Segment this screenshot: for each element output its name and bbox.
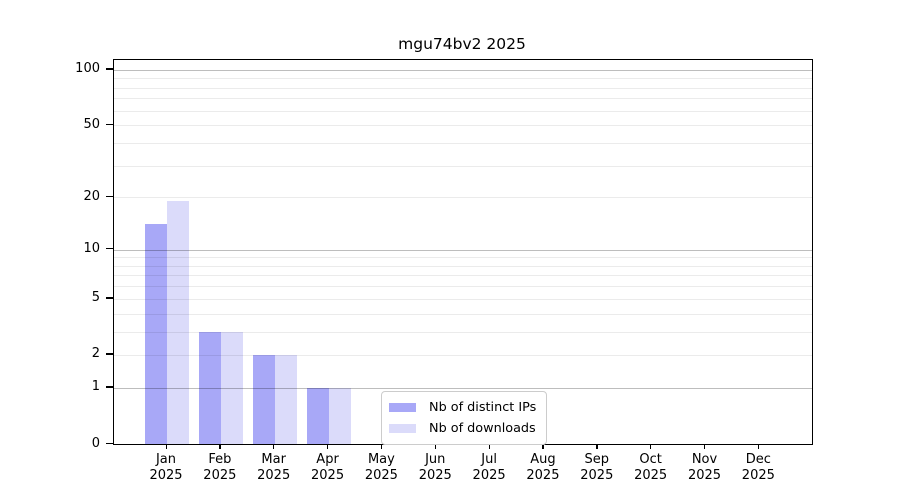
bar-downloads-feb: [220, 331, 243, 444]
x-tick-label-feb: Feb 2025: [203, 452, 237, 483]
x-tick-label-aug: Aug 2025: [526, 452, 560, 483]
y-tick-0: [106, 442, 113, 444]
y-tick-2: [106, 353, 113, 355]
legend-swatch-icon: [389, 424, 416, 433]
gridline-minor-8: [114, 265, 812, 267]
y-tick-label-20: 20: [83, 188, 100, 204]
y-tick-label-5: 5: [91, 290, 100, 306]
y-tick-5: [106, 297, 113, 299]
x-tick-label-nov: Nov 2025: [687, 452, 722, 483]
bar-downloads-mar: [274, 354, 297, 444]
x-tick-apr: [327, 444, 329, 449]
x-tick-label-jul: Jul 2025: [472, 452, 506, 483]
gridline-minor-60: [114, 110, 812, 112]
x-tick-nov: [704, 444, 706, 449]
gridline-minor-9: [114, 257, 812, 259]
x-tick-oct: [650, 444, 652, 449]
gridline-major-1: [114, 387, 812, 389]
x-tick-label-apr: Apr 2025: [311, 452, 345, 483]
y-tick-20: [106, 195, 113, 197]
gridline-minor-2: [114, 354, 812, 356]
y-tick-label-0: 0: [91, 435, 100, 451]
legend-entry: Nb of downloads: [389, 420, 536, 437]
chart-title: mgu74bv2 2025: [398, 35, 526, 53]
legend-label: Nb of downloads: [429, 421, 536, 436]
x-tick-jan: [165, 444, 167, 449]
bar-downloads-jan: [167, 201, 189, 444]
legend-label: Nb of distinct IPs: [429, 400, 537, 415]
y-tick-50: [106, 123, 113, 125]
gridline-minor-7: [114, 275, 812, 277]
x-tick-dec: [757, 444, 760, 449]
bar-distinct-ips-mar: [252, 354, 275, 444]
y-tick-label-2: 2: [91, 346, 100, 362]
gridline-minor-30: [114, 165, 812, 167]
y-tick-10: [106, 248, 113, 250]
bar-distinct-ips-jan: [145, 224, 167, 444]
legend: Nb of distinct IPs Nb of downloads: [381, 391, 548, 445]
x-tick-label-oct: Oct 2025: [634, 452, 668, 483]
x-tick-label-mar: Mar 2025: [257, 452, 291, 483]
bar-distinct-ips-apr: [306, 387, 329, 444]
legend-swatch-icon: [389, 403, 416, 412]
gridline-minor-5: [114, 298, 812, 300]
x-tick-label-jun: Jun 2025: [418, 452, 452, 483]
y-tick-label-1: 1: [91, 379, 100, 395]
gridline-minor-40: [114, 142, 812, 144]
gridline-minor-3: [114, 331, 812, 333]
gridline-minor-6: [114, 286, 812, 288]
x-tick-label-sep: Sep 2025: [580, 452, 614, 483]
y-tick-label-100: 100: [75, 61, 100, 77]
gridline-minor-80: [114, 87, 812, 89]
x-tick-may: [380, 444, 383, 449]
legend-entry: Nb of distinct IPs: [389, 399, 536, 416]
plot-area: Nb of distinct IPs Nb of downloads: [113, 59, 813, 445]
x-tick-label-dec: Dec 2025: [741, 452, 775, 483]
gridline-minor-50: [114, 125, 812, 127]
gridline-minor-90: [114, 78, 812, 80]
x-tick-aug: [542, 444, 544, 449]
x-tick-jun: [434, 444, 437, 449]
gridline-major-10: [114, 249, 812, 251]
x-tick-jul: [488, 444, 490, 449]
bar-downloads-apr: [328, 387, 351, 444]
gridline-major-100: [114, 69, 812, 71]
x-tick-sep: [596, 444, 598, 449]
x-tick-label-may: May 2025: [364, 452, 398, 483]
y-tick-label-10: 10: [83, 241, 100, 257]
gridline-minor-20: [114, 197, 812, 199]
y-tick-1: [106, 386, 113, 388]
bar-distinct-ips-feb: [198, 331, 221, 444]
y-tick-100: [106, 68, 113, 70]
x-tick-mar: [273, 444, 275, 449]
gridline-minor-70: [114, 98, 812, 100]
y-tick-label-50: 50: [83, 116, 100, 132]
gridline-minor-4: [114, 313, 812, 315]
x-tick-feb: [219, 444, 221, 449]
x-tick-label-jan: Jan 2025: [149, 452, 183, 483]
